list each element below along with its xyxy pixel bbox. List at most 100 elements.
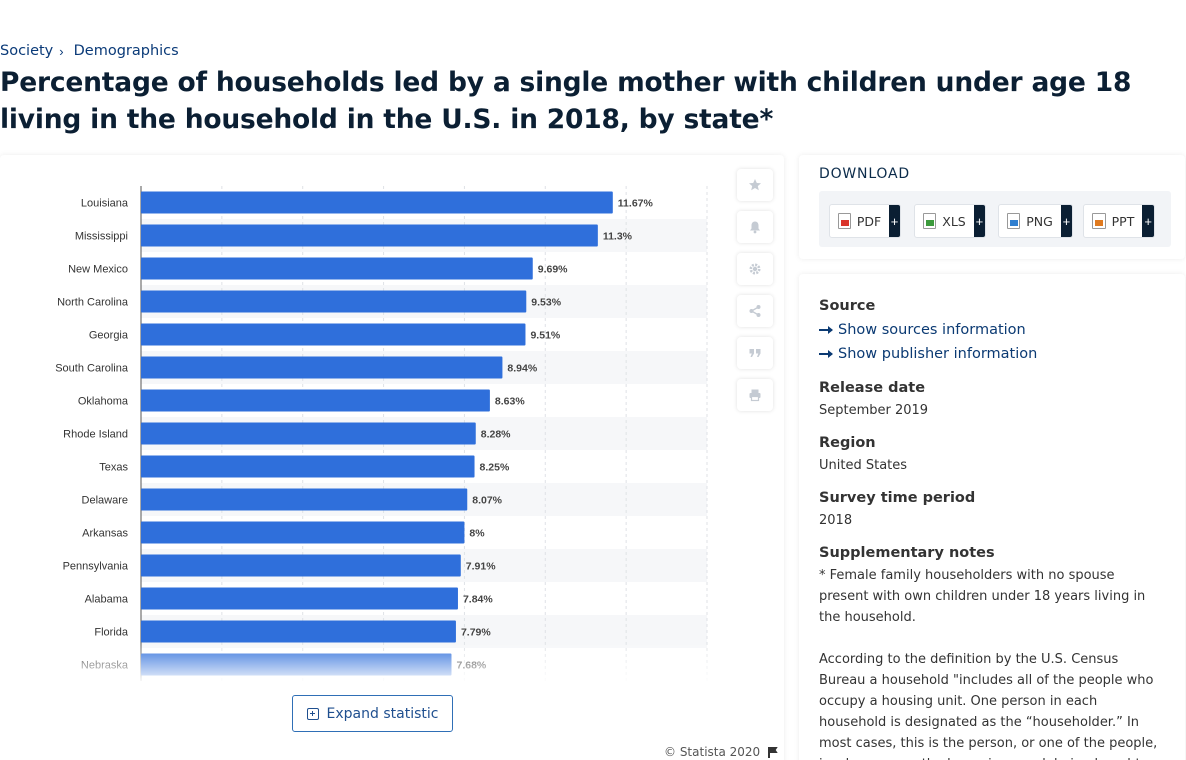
bar-chart: Louisiana 11.67% Mississippi 11.3% New Mexic…: [55, 186, 708, 681]
statistic-details-panel: Source Show sources information Show pub…: [799, 274, 1185, 760]
print-icon: [749, 389, 761, 402]
bar: [141, 290, 527, 313]
breadcrumb-society[interactable]: Society: [0, 43, 54, 59]
download-png-label: PNG: [1026, 213, 1053, 229]
category-label: Louisiana: [81, 198, 129, 210]
show-sources-link[interactable]: Show sources information: [819, 322, 1026, 338]
category-label: Rhode Island: [63, 429, 128, 441]
expand-statistic-label: Expand statistic: [326, 705, 439, 722]
copyright: © Statista 2020: [664, 745, 778, 759]
download-ppt-label: PPT: [1111, 213, 1135, 229]
release-date-heading: Release date: [819, 380, 926, 396]
category-label: Alabama: [85, 594, 129, 606]
chart-fade-overlay: [0, 642, 720, 682]
value-label: 7.84%: [463, 594, 493, 606]
xls-plus-icon: +: [973, 205, 985, 237]
bar: [141, 323, 526, 346]
category-label: North Carolina: [57, 297, 129, 309]
category-label: Mississippi: [75, 231, 128, 243]
arrow-right-icon: [819, 350, 833, 358]
supplementary-notes-heading: Supplementary notes: [819, 545, 995, 561]
breadcrumb-separator: ›: [59, 43, 64, 59]
settings-button[interactable]: [737, 253, 773, 285]
bar: [141, 191, 613, 214]
quote-icon: [749, 349, 761, 357]
pdf-plus-icon: +: [889, 205, 900, 237]
star-icon: [749, 179, 761, 191]
bar: [141, 587, 458, 610]
value-label: 11.67%: [618, 198, 654, 210]
value-label: 8%: [469, 528, 485, 540]
value-label: 7.79%: [461, 627, 491, 639]
bar: [141, 488, 468, 511]
value-label: 11.3%: [603, 231, 633, 243]
region-heading: Region: [819, 435, 876, 451]
download-pdf-label: PDF: [856, 213, 882, 229]
release-date-value: September 2019: [819, 403, 929, 418]
pdf-file-icon: [838, 213, 851, 229]
breadcrumb: Society › Demographics: [0, 43, 179, 59]
arrow-right-icon: [819, 326, 833, 334]
cite-button[interactable]: [737, 337, 773, 369]
gear-icon: [749, 263, 761, 275]
bar: [141, 455, 475, 478]
favorite-button[interactable]: [737, 169, 773, 201]
notification-button[interactable]: [737, 211, 773, 243]
category-label: Texas: [99, 462, 128, 474]
show-sources-label: Show sources information: [838, 322, 1026, 338]
ppt-file-icon: [1092, 213, 1106, 229]
copyright-text: © Statista 2020: [664, 745, 761, 759]
download-xls-label: XLS: [942, 213, 966, 229]
download-title: DOWNLOAD: [819, 166, 910, 182]
category-label: Florida: [94, 627, 129, 639]
download-panel: DOWNLOAD PDF + XLS + PNG + PPT +: [799, 155, 1185, 259]
chart-card: Louisiana 11.67% Mississippi 11.3% New Mexic…: [0, 155, 784, 760]
bar: [141, 422, 476, 445]
png-file-icon: [1007, 213, 1021, 229]
category-label: South Carolina: [55, 363, 129, 375]
region-value: United States: [819, 458, 908, 473]
category-label: Pennsylvania: [63, 561, 129, 573]
download-xls-button[interactable]: XLS +: [914, 204, 986, 238]
value-label: 9.53%: [531, 297, 561, 309]
category-label: New Mexico: [68, 264, 128, 276]
value-label: 8.28%: [481, 429, 511, 441]
bar: [141, 356, 503, 379]
flag-icon[interactable]: [768, 747, 778, 758]
breadcrumb-demographics[interactable]: Demographics: [73, 43, 179, 59]
bar: [141, 521, 465, 544]
xls-file-icon: [923, 213, 937, 229]
download-pdf-button[interactable]: PDF +: [829, 204, 901, 238]
value-label: 8.94%: [507, 363, 537, 375]
expand-statistic-button[interactable]: Expand statistic: [292, 695, 453, 732]
expand-icon: [306, 707, 319, 720]
png-plus-icon: +: [1060, 205, 1072, 237]
download-ppt-button[interactable]: PPT +: [1083, 204, 1155, 238]
bar: [141, 389, 490, 412]
value-label: 8.07%: [472, 495, 502, 507]
page-title: Percentage of households led by a single…: [0, 67, 1132, 135]
bell-icon: [750, 221, 760, 234]
bar: [141, 257, 533, 280]
category-label: Oklahoma: [78, 396, 129, 408]
survey-period-heading: Survey time period: [819, 490, 976, 506]
supplementary-note-definition: According to the definition by the U.S. …: [819, 652, 1158, 760]
value-label: 9.51%: [530, 330, 560, 342]
share-icon: [749, 305, 761, 317]
category-label: Georgia: [89, 330, 129, 342]
share-button[interactable]: [737, 295, 773, 327]
supplementary-note-footnote: * Female family householders with no spo…: [819, 568, 1146, 625]
show-publisher-link[interactable]: Show publisher information: [819, 346, 1037, 362]
category-label: Arkansas: [82, 528, 128, 540]
download-png-button[interactable]: PNG +: [998, 204, 1073, 238]
value-label: 8.63%: [495, 396, 525, 408]
bar: [141, 224, 598, 247]
print-button[interactable]: [737, 379, 773, 411]
value-label: 7.91%: [466, 561, 496, 573]
ppt-plus-icon: +: [1142, 205, 1154, 237]
category-label: Delaware: [82, 495, 128, 507]
bar: [141, 554, 461, 577]
value-label: 9.69%: [538, 264, 568, 276]
show-publisher-label: Show publisher information: [838, 346, 1038, 362]
bar: [141, 620, 456, 643]
